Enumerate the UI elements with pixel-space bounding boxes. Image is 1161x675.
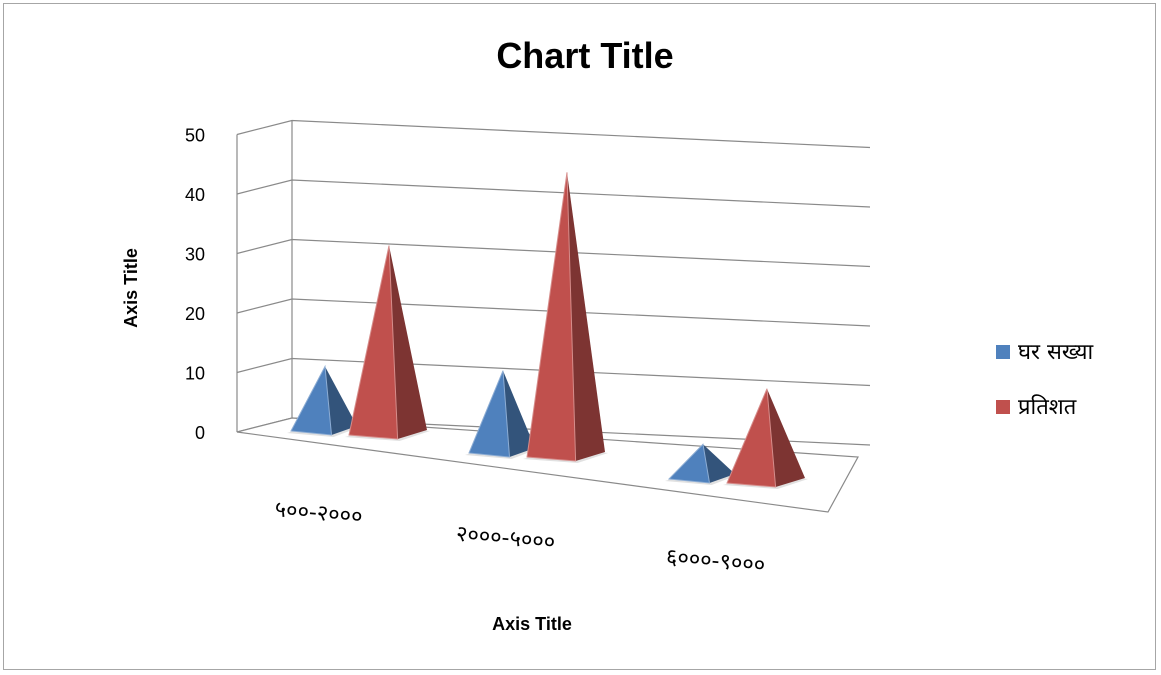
x-category-label: ६०००-९०००: [665, 545, 766, 579]
x-category-label: २०००-५०००: [455, 522, 556, 556]
y-axis-title: Axis Title: [121, 248, 141, 328]
labels-layer: 0 10 20 30 40 50 ५००-२००० २०००-५००० ६०००-९०००: [185, 126, 766, 579]
chart-title: Chart Title: [496, 35, 673, 76]
legend-swatch: [996, 400, 1010, 414]
pyramid-side-face: [767, 388, 805, 487]
y-tick-label: 10: [185, 364, 205, 384]
legend-label: प्रतिशत: [1018, 394, 1077, 420]
pyramid-series2-2: [723, 388, 808, 489]
pyramid-side-face: [503, 370, 535, 457]
pyramid-side-face: [389, 245, 427, 439]
legend-swatch: [996, 345, 1010, 359]
y-tick-label: 30: [185, 245, 205, 265]
pyramid-side-face: [567, 172, 605, 461]
pyramid-series1-0: [287, 364, 360, 437]
y-tick-label: 40: [185, 185, 205, 205]
legend: घर सख्या प्रतिशत: [996, 340, 1093, 420]
gridline: [236, 119, 871, 149]
x-axis-title: Axis Title: [492, 614, 572, 634]
pyramid-front-face: [726, 388, 777, 488]
marks-layer: [287, 172, 808, 489]
pyramid-side-face: [703, 444, 735, 483]
floor-layer: [236, 417, 859, 513]
pyramid-series1-2: [665, 443, 738, 485]
pyramid-front-face: [290, 364, 333, 436]
y-tick-label: 0: [195, 423, 205, 443]
chart-floor: [236, 417, 859, 513]
gridline: [236, 238, 871, 268]
pyramid-front-face: [468, 370, 511, 458]
pyramid-side-face: [325, 366, 357, 435]
x-category-label: ५००-२०००: [274, 497, 364, 530]
pyramid-front-face: [348, 245, 399, 440]
legend-label: घर सख्या: [1018, 340, 1093, 365]
pyramid-series2-1: [523, 172, 608, 463]
y-tick-label: 20: [185, 304, 205, 324]
pyramid-series2-0: [345, 245, 430, 441]
gridline: [236, 179, 871, 208]
pyramid-front-face: [667, 443, 711, 484]
y-tick-label: 50: [185, 126, 205, 146]
pyramid-front-face: [526, 172, 577, 462]
pyramid-series1-1: [465, 370, 538, 459]
